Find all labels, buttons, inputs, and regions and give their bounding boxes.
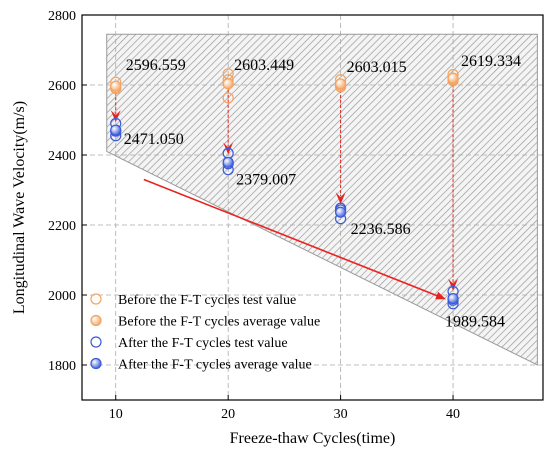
after-average-point (110, 124, 122, 136)
data-label: 1989.584 (445, 314, 505, 331)
y-tick-label: 1800 (48, 359, 76, 374)
data-label: 2596.559 (126, 57, 186, 74)
y-tick-label: 2600 (48, 79, 76, 94)
x-tick-label: 30 (334, 407, 348, 422)
change-arrowhead (448, 278, 459, 291)
trend-arrow (143, 178, 446, 300)
y-tick-label: 2800 (48, 9, 76, 24)
data-labels: 2596.559 2603.449 2603.015 2619.334 2471… (124, 53, 521, 330)
before-average-point (335, 78, 347, 90)
data-label: 2619.334 (461, 53, 521, 70)
data-label: 2236.586 (351, 221, 411, 238)
y-tick-label: 2000 (48, 289, 76, 304)
legend-label: After the F-T cycles test value (118, 336, 288, 351)
data-label: 2603.015 (347, 59, 407, 76)
x-axis-title: Freeze-thaw Cycles(time) (230, 430, 396, 447)
legend-label: After the F-T cycles average value (118, 358, 312, 373)
y-tick-label: 2200 (48, 219, 76, 234)
hatched-region (106, 33, 538, 366)
plot-frame (81, 14, 544, 401)
legend: Before the F-T cycles test value Before … (90, 293, 320, 373)
after-average-point (222, 156, 234, 168)
change-arrowhead (110, 110, 121, 123)
data-label: 2379.007 (236, 171, 296, 188)
legend-marker (90, 293, 102, 305)
x-tick-label: 20 (221, 407, 235, 422)
x-tick-label: 10 (109, 407, 123, 422)
after-average-point (447, 293, 459, 305)
x-tick-label: 40 (446, 407, 460, 422)
before-average-point (110, 80, 122, 92)
y-tick-label: 2400 (48, 149, 76, 164)
plot-area (81, 14, 544, 401)
before-average-point (222, 78, 234, 90)
data-label: 2471.050 (124, 131, 184, 148)
legend-label: Before the F-T cycles test value (118, 293, 296, 308)
change-arrowhead (335, 192, 346, 205)
before-test-point (222, 92, 234, 104)
legend-marker (90, 314, 102, 327)
axes: 10 20 30 40 1800 2000 2200 2400 2600 280… (11, 9, 460, 447)
legend-label: Before the F-T cycles average value (118, 315, 320, 330)
before-average-point (447, 72, 459, 84)
legend-marker (90, 357, 102, 370)
after-average-point (335, 206, 347, 218)
data-label: 2603.449 (234, 57, 294, 74)
y-axis-title: Longitudinal Wave Velocity(m/s) (11, 101, 28, 314)
legend-marker (90, 336, 102, 348)
